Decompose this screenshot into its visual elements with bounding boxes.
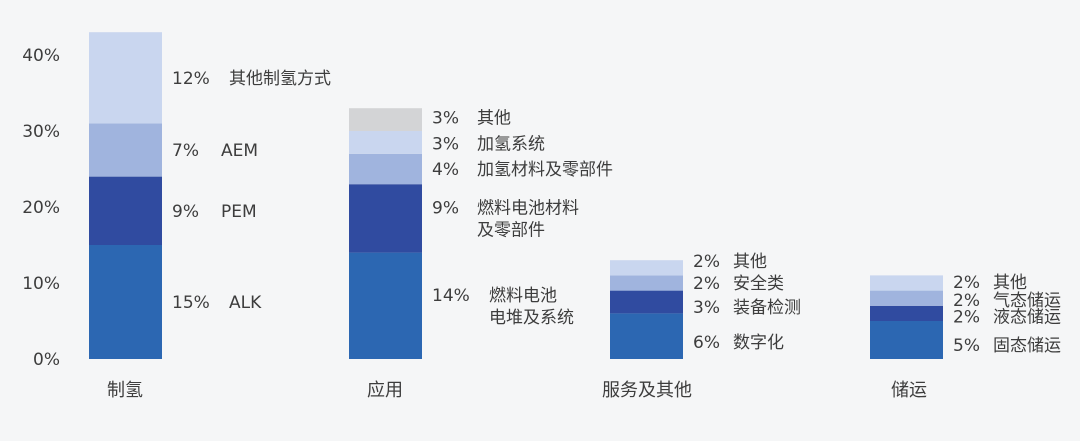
segment-value-label: 12% (172, 69, 210, 89)
segment-name-label: 液态储运 (993, 307, 1061, 327)
segment-value-label: 7% (172, 141, 199, 161)
segment-name-label: 数字化 (733, 333, 784, 353)
bar-segment (870, 305, 943, 321)
bar-segment (610, 260, 683, 276)
segment-value-label: 3% (432, 134, 459, 154)
y-tick-label: 40% (22, 46, 60, 66)
bars (89, 32, 943, 359)
segment-name-label: 其他 (733, 252, 767, 272)
segment-value-label: 14% (432, 286, 470, 306)
bar-segment (610, 275, 683, 291)
segment-name-label: 燃料电池材料 (477, 198, 579, 218)
bar-segment (870, 321, 943, 359)
category-label: 服务及其他 (602, 380, 692, 401)
bar-segment (870, 275, 943, 291)
bar-segment (89, 123, 162, 177)
y-tick-label: 20% (22, 198, 60, 218)
category-label: 储运 (891, 380, 927, 401)
segment-value-label: 2% (693, 252, 720, 272)
bar-segment (349, 131, 422, 154)
segment-name-label: PEM (221, 202, 257, 222)
bar-segment (89, 176, 162, 245)
bar-segment (349, 252, 422, 359)
segment-name-label: 气态储运 (993, 291, 1061, 311)
y-tick-label: 0% (33, 350, 60, 370)
segment-value-label: 2% (953, 291, 980, 311)
segment-name-label: 其他 (477, 109, 511, 129)
segment-name-label: 加氢系统 (477, 134, 545, 154)
segment-value-label: 3% (693, 298, 720, 318)
bar-segment (89, 32, 162, 124)
segment-value-label: 9% (172, 202, 199, 222)
segment-name-label: 电堆及系统 (489, 308, 574, 328)
segment-value-label: 2% (693, 274, 720, 294)
y-axis: 0% 10% 20% 30% 40% (22, 46, 60, 370)
bar-segment (870, 290, 943, 306)
segment-name-label: 加氢材料及零部件 (477, 160, 613, 180)
segment-name-label: 其他制氢方式 (229, 69, 331, 89)
bar-segment (89, 245, 162, 359)
bar-segment (610, 290, 683, 314)
bar-segment (610, 313, 683, 359)
bar-segment (349, 108, 422, 131)
category-label: 制氢 (107, 380, 143, 401)
segment-name-label: ALK (229, 293, 262, 313)
y-tick-label: 30% (22, 122, 60, 142)
segment-value-label: 4% (432, 160, 459, 180)
segment-value-label: 5% (953, 336, 980, 356)
segment-value-label: 15% (172, 293, 210, 313)
segment-value-label: 3% (432, 109, 459, 129)
bar-segment (349, 184, 422, 253)
segment-name-label: 固态储运 (993, 336, 1061, 356)
segment-value-label: 2% (953, 273, 980, 293)
segment-name-label: AEM (221, 141, 258, 161)
bar-segment (349, 153, 422, 185)
segment-name-label: 装备检测 (733, 298, 801, 318)
segment-name-label: 及零部件 (477, 220, 545, 240)
category-label: 应用 (367, 380, 403, 401)
segment-name-label: 其他 (993, 273, 1027, 293)
x-axis-categories: 制氢 应用 服务及其他 储运 (107, 380, 927, 401)
segment-name-label: 燃料电池 (489, 286, 557, 306)
y-tick-label: 10% (22, 274, 60, 294)
segment-value-label: 6% (693, 333, 720, 353)
segment-name-label: 安全类 (733, 274, 784, 294)
segment-value-label: 2% (953, 307, 980, 327)
segment-value-label: 9% (432, 198, 459, 218)
